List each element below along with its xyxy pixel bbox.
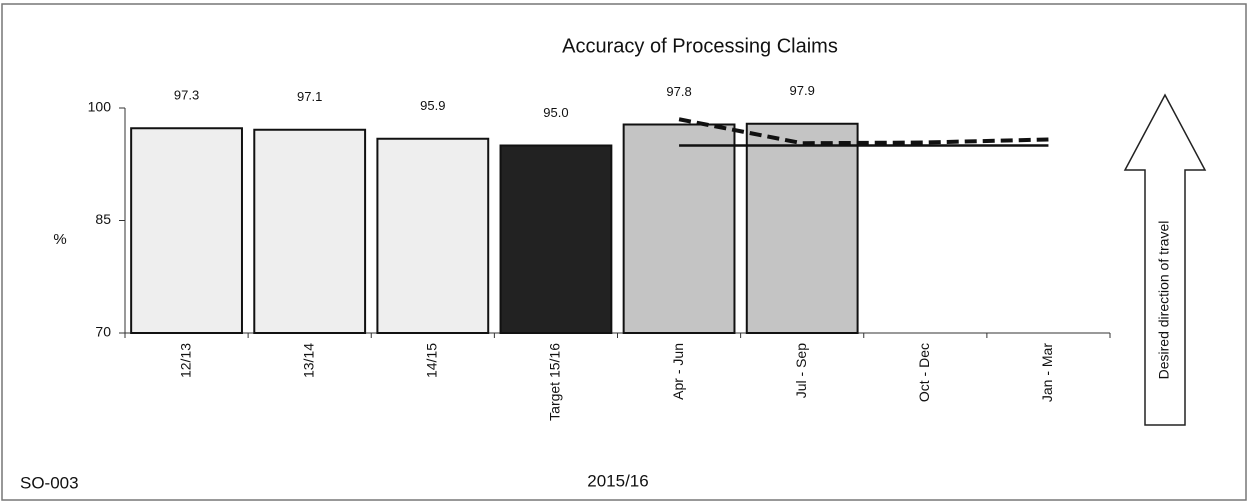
y-tick-label: 85 — [95, 211, 111, 227]
y-tick-label: 70 — [95, 324, 111, 340]
value-label: 95.0 — [543, 105, 568, 120]
bar — [376, 137, 490, 334]
x-tick-label: Oct - Dec — [916, 343, 932, 402]
value-label: 97.9 — [790, 83, 815, 98]
x-tick-label: Jan - Mar — [1039, 343, 1055, 402]
value-label: 97.3 — [174, 88, 199, 103]
arrow-text: Desired direction of travel — [1156, 221, 1172, 380]
chart-code: SO-003 — [20, 473, 79, 492]
bar — [499, 144, 613, 334]
line-series — [678, 117, 1049, 146]
value-label: 97.1 — [297, 89, 322, 104]
value-label: 95.9 — [420, 98, 445, 113]
x-tick-label: 12/13 — [177, 343, 193, 378]
x-tick-label: 13/14 — [300, 343, 316, 378]
bar — [130, 127, 243, 334]
x-tick-label: Target 15/16 — [547, 343, 563, 421]
bar — [622, 123, 736, 334]
chart-title: Accuracy of Processing Claims — [562, 35, 838, 57]
y-tick-label: 100 — [88, 99, 112, 115]
x-tick-label: Apr - Jun — [670, 343, 686, 400]
direction-arrow — [1123, 93, 1207, 426]
frame — [1, 3, 1247, 501]
value-label: 97.8 — [666, 84, 691, 99]
x-tick-label: 14/15 — [424, 343, 440, 378]
x-axis-label: 2015/16 — [587, 471, 648, 490]
x-tick-label: Jul - Sep — [793, 343, 809, 398]
y-axis-label: % — [53, 231, 66, 248]
bar — [745, 122, 859, 334]
bar — [253, 128, 367, 334]
